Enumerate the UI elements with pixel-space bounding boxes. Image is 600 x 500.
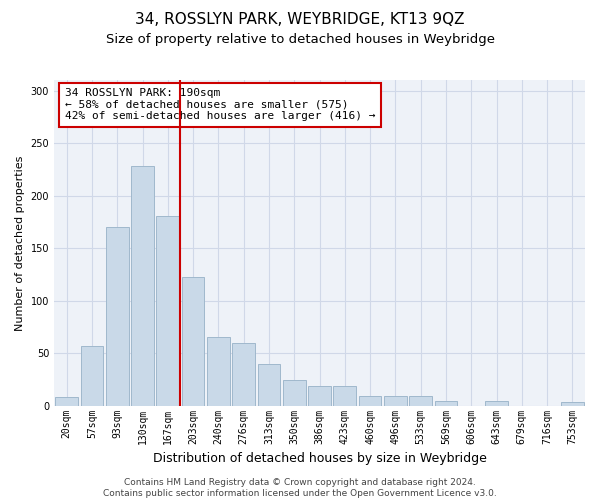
Text: Contains HM Land Registry data © Crown copyright and database right 2024.
Contai: Contains HM Land Registry data © Crown c…	[103, 478, 497, 498]
Bar	[55, 397, 78, 406]
Text: 34, ROSSLYN PARK, WEYBRIDGE, KT13 9QZ: 34, ROSSLYN PARK, WEYBRIDGE, KT13 9QZ	[135, 12, 465, 28]
Text: 34 ROSSLYN PARK: 190sqm
← 58% of detached houses are smaller (575)
42% of semi-d: 34 ROSSLYN PARK: 190sqm ← 58% of detache…	[65, 88, 375, 122]
Bar	[434, 402, 457, 406]
Y-axis label: Number of detached properties: Number of detached properties	[15, 155, 25, 330]
Bar	[257, 364, 280, 406]
Bar	[131, 166, 154, 406]
Bar	[334, 386, 356, 406]
Bar	[106, 227, 128, 406]
Bar	[308, 386, 331, 406]
Bar	[157, 216, 179, 406]
Bar	[283, 380, 305, 406]
Bar	[359, 396, 382, 406]
Bar	[232, 342, 255, 406]
X-axis label: Distribution of detached houses by size in Weybridge: Distribution of detached houses by size …	[152, 452, 487, 465]
Bar	[182, 278, 205, 406]
Bar	[80, 346, 103, 406]
Text: Size of property relative to detached houses in Weybridge: Size of property relative to detached ho…	[106, 32, 494, 46]
Bar	[485, 402, 508, 406]
Bar	[561, 402, 584, 406]
Bar	[409, 396, 432, 406]
Bar	[207, 338, 230, 406]
Bar	[384, 396, 407, 406]
